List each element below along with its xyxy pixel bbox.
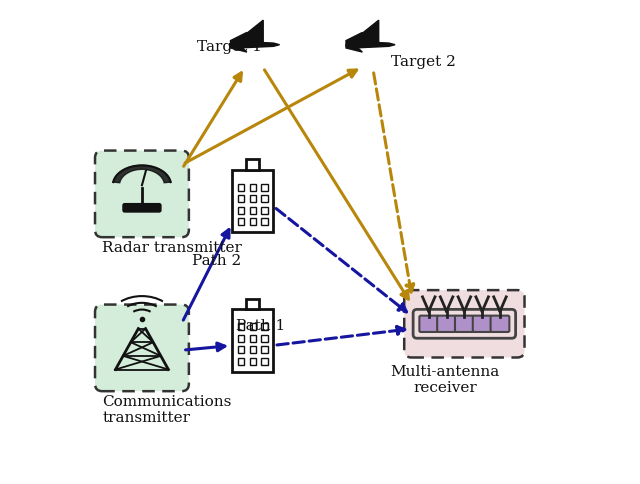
FancyBboxPatch shape — [491, 316, 509, 332]
Bar — [250, 196, 256, 202]
FancyBboxPatch shape — [413, 309, 516, 338]
Bar — [261, 335, 268, 342]
Bar — [250, 207, 256, 213]
FancyBboxPatch shape — [419, 316, 438, 332]
Text: Multi-antenna
receiver: Multi-antenna receiver — [390, 365, 500, 395]
Polygon shape — [230, 45, 247, 52]
Bar — [237, 196, 244, 202]
Bar — [261, 323, 268, 330]
Bar — [261, 358, 268, 365]
Polygon shape — [346, 45, 362, 52]
Bar — [237, 207, 244, 213]
Bar — [246, 159, 259, 170]
Bar — [261, 196, 268, 202]
FancyBboxPatch shape — [404, 290, 525, 358]
Bar — [261, 184, 268, 191]
Bar — [237, 358, 244, 365]
Bar — [246, 299, 259, 309]
Bar — [250, 335, 256, 342]
Bar — [232, 170, 273, 232]
Text: Path 1: Path 1 — [236, 319, 285, 333]
Text: Communications
transmitter: Communications transmitter — [102, 395, 232, 425]
Bar — [237, 184, 244, 191]
Polygon shape — [230, 32, 247, 46]
Polygon shape — [352, 20, 379, 46]
Polygon shape — [237, 20, 263, 46]
FancyBboxPatch shape — [455, 316, 474, 332]
Text: Radar transmitter: Radar transmitter — [102, 241, 243, 255]
Bar — [237, 335, 244, 342]
FancyBboxPatch shape — [124, 204, 161, 212]
Text: Target 2: Target 2 — [391, 55, 456, 69]
Polygon shape — [346, 32, 362, 46]
FancyBboxPatch shape — [437, 316, 456, 332]
FancyBboxPatch shape — [95, 151, 189, 237]
Bar — [232, 309, 273, 372]
Bar — [237, 323, 244, 330]
FancyBboxPatch shape — [473, 316, 492, 332]
Bar — [261, 347, 268, 353]
Text: Target 1: Target 1 — [197, 40, 262, 54]
Polygon shape — [346, 42, 395, 48]
Bar — [261, 218, 268, 225]
Bar — [237, 347, 244, 353]
Polygon shape — [113, 166, 171, 183]
Polygon shape — [230, 42, 280, 48]
Bar — [250, 347, 256, 353]
Bar — [250, 358, 256, 365]
Bar — [250, 323, 256, 330]
Text: Path 2: Path 2 — [193, 254, 242, 268]
Bar — [261, 207, 268, 213]
Bar — [250, 184, 256, 191]
Bar — [237, 218, 244, 225]
FancyBboxPatch shape — [95, 304, 189, 391]
Bar — [250, 218, 256, 225]
